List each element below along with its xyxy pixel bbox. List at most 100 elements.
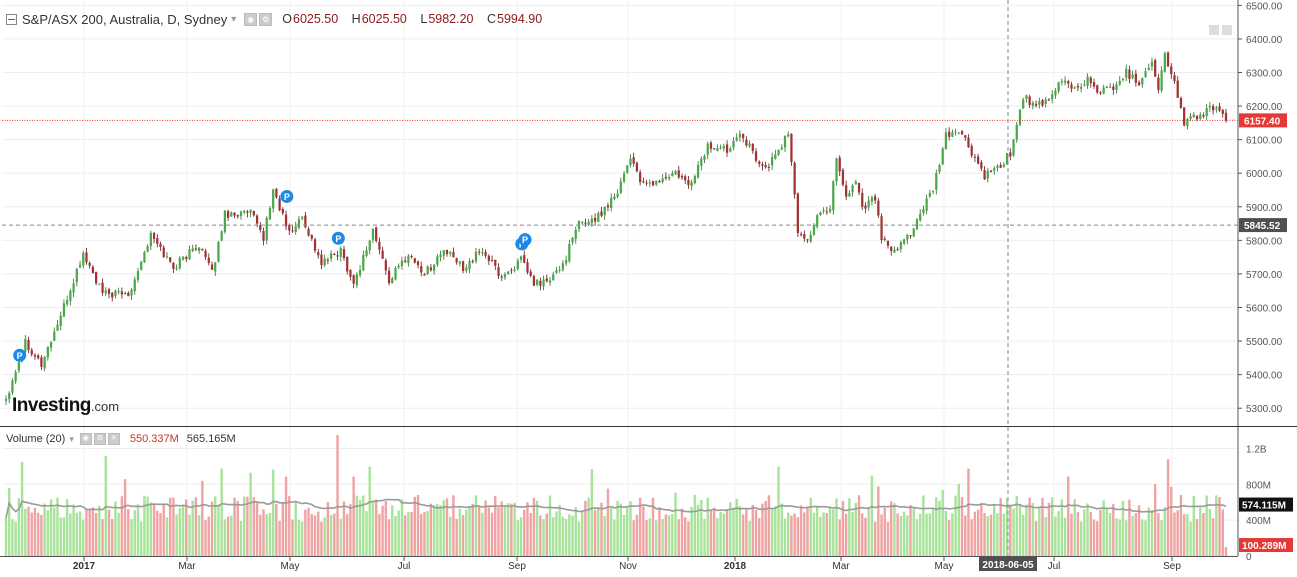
candle-body: [17, 362, 21, 371]
gear-icon[interactable]: ⚙: [93, 433, 106, 445]
candle-body: [481, 252, 484, 254]
volume-bar: [30, 512, 33, 556]
volume-bar: [922, 495, 925, 556]
volume-bar: [1089, 511, 1092, 556]
candle-body: [136, 271, 140, 280]
volume-bar: [890, 501, 893, 556]
volume-bar: [88, 509, 91, 556]
volume-bar: [223, 519, 227, 556]
volume-bar: [59, 517, 62, 556]
pane-minimize-icon[interactable]: [1209, 25, 1219, 35]
volume-bar: [294, 502, 297, 556]
gear-icon[interactable]: ⚙: [259, 12, 273, 26]
volume-bar: [548, 495, 552, 556]
candle-body: [529, 271, 532, 276]
volume-bar: [36, 512, 40, 556]
candle-body: [1218, 106, 1221, 111]
price-tick-label: 5500.00: [1246, 337, 1283, 348]
volume-bar: [587, 497, 590, 556]
candle-body: [246, 211, 249, 213]
volume-bar: [851, 511, 854, 556]
candle-body: [729, 148, 732, 152]
volume-bar: [1070, 513, 1073, 556]
candle-body: [690, 181, 693, 187]
volume-bar: [91, 507, 95, 556]
volume-bar: [677, 519, 680, 556]
candle-body: [1002, 164, 1006, 167]
candle-body: [790, 133, 793, 163]
volume-bar: [1147, 507, 1150, 556]
candle-body: [587, 221, 590, 225]
candle-body: [973, 156, 977, 158]
candle-body: [600, 211, 603, 216]
volume-bar: [835, 498, 838, 556]
candle-body: [883, 238, 886, 241]
candle-body: [301, 216, 304, 219]
candle-body: [964, 135, 967, 138]
candle-body: [59, 315, 62, 327]
candle-body: [564, 260, 568, 264]
candle-body: [845, 185, 848, 197]
candle-body: [581, 221, 584, 223]
candle-body: [626, 165, 629, 173]
candle-body: [217, 241, 220, 262]
dividend-marker-icon: [331, 231, 345, 245]
close-icon[interactable]: ✕: [107, 433, 120, 445]
volume-bar: [1079, 521, 1083, 556]
volume-bar: [1160, 520, 1163, 556]
pane-maximize-icon[interactable]: [1222, 25, 1232, 35]
volume-bar: [297, 519, 301, 556]
candle-body: [426, 266, 429, 275]
candle-body: [893, 249, 896, 253]
eye-icon[interactable]: ◉: [244, 12, 258, 26]
candle-body: [1125, 68, 1128, 78]
candle-body: [85, 252, 88, 263]
volume-bar: [1157, 513, 1160, 556]
candle-body: [519, 256, 523, 260]
volume-bar: [1092, 519, 1096, 556]
volume-bar: [49, 499, 53, 556]
candle-body: [439, 254, 442, 258]
candle-body: [742, 133, 745, 139]
volume-bar: [561, 516, 565, 556]
chevron-down-icon[interactable]: ▾: [231, 13, 237, 25]
volume-bar: [1224, 547, 1228, 556]
volume-bar: [416, 495, 420, 556]
collapse-square-icon[interactable]: [6, 13, 17, 25]
candle-body: [436, 256, 439, 265]
eye-icon[interactable]: ◉: [79, 433, 92, 445]
candle-body: [181, 256, 185, 260]
high-value: 6025.50: [361, 12, 407, 26]
pane-controls: [1206, 25, 1232, 35]
volume-bar: [738, 505, 742, 556]
volume-bar: [394, 516, 397, 556]
candle-body: [957, 132, 960, 134]
volume-bar: [1144, 520, 1147, 556]
candle-body: [465, 267, 468, 271]
volume-bar: [75, 512, 79, 556]
volume-bar: [719, 511, 722, 556]
candle-body: [458, 261, 462, 264]
volume-bar: [751, 504, 754, 556]
volume-bar: [185, 499, 188, 556]
candle-body: [78, 264, 82, 268]
volume-bar: [191, 500, 194, 556]
candle-body: [880, 216, 883, 241]
volume-bar: [136, 504, 140, 556]
volume-bar: [716, 518, 719, 556]
volume-bar: [1028, 497, 1031, 556]
chevron-down-icon[interactable]: ▾: [69, 433, 74, 444]
volume-bar: [584, 500, 587, 556]
candle-body: [1086, 76, 1089, 86]
candle-body: [870, 197, 874, 202]
candle-body: [46, 346, 49, 358]
volume-bar: [1118, 519, 1121, 556]
candle-body: [751, 143, 754, 151]
candle-body: [989, 170, 993, 173]
candle-body: [593, 217, 597, 222]
candle-body: [72, 283, 75, 293]
volume-bar: [680, 508, 684, 556]
candle-body: [1034, 103, 1038, 106]
volume-bar: [1067, 476, 1070, 556]
